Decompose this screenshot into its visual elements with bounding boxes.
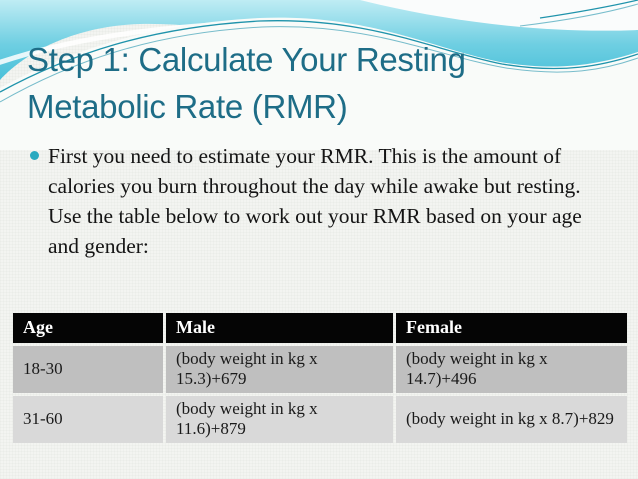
bullet-item: First you need to estimate your RMR. Thi… xyxy=(30,141,590,261)
table-header-cell-female: Female xyxy=(396,313,627,343)
table-header-row: Age Male Female xyxy=(13,313,627,343)
slide-title: Step 1: Calculate Your Resting Metabolic… xyxy=(27,41,466,125)
table-cell-female-31-60: (body weight in kg x 8.7)+829 xyxy=(396,396,627,443)
bullet-marker-icon xyxy=(30,151,39,160)
header-wave-decoration xyxy=(0,0,638,150)
table-cell-age-18-30: 18-30 xyxy=(13,346,163,393)
table-cell-age-31-60: 31-60 xyxy=(13,396,163,443)
table-header-cell-male: Male xyxy=(166,313,393,343)
table-row-31-60: 31-60 (body weight in kg x 11.6)+879 (bo… xyxy=(13,396,627,443)
table-row-18-30: 18-30 (body weight in kg x 15.3)+679 (bo… xyxy=(13,346,627,393)
table-header-cell-age: Age xyxy=(13,313,163,343)
bullet-text: First you need to estimate your RMR. Thi… xyxy=(48,144,582,258)
table-cell-male-18-30: (body weight in kg x 15.3)+679 xyxy=(166,346,393,393)
rmr-table: Age Male Female 18-30 (body weight in kg… xyxy=(10,310,630,446)
table-cell-female-18-30: (body weight in kg x 14.7)+496 xyxy=(396,346,627,393)
table-cell-male-31-60: (body weight in kg x 11.6)+879 xyxy=(166,396,393,443)
